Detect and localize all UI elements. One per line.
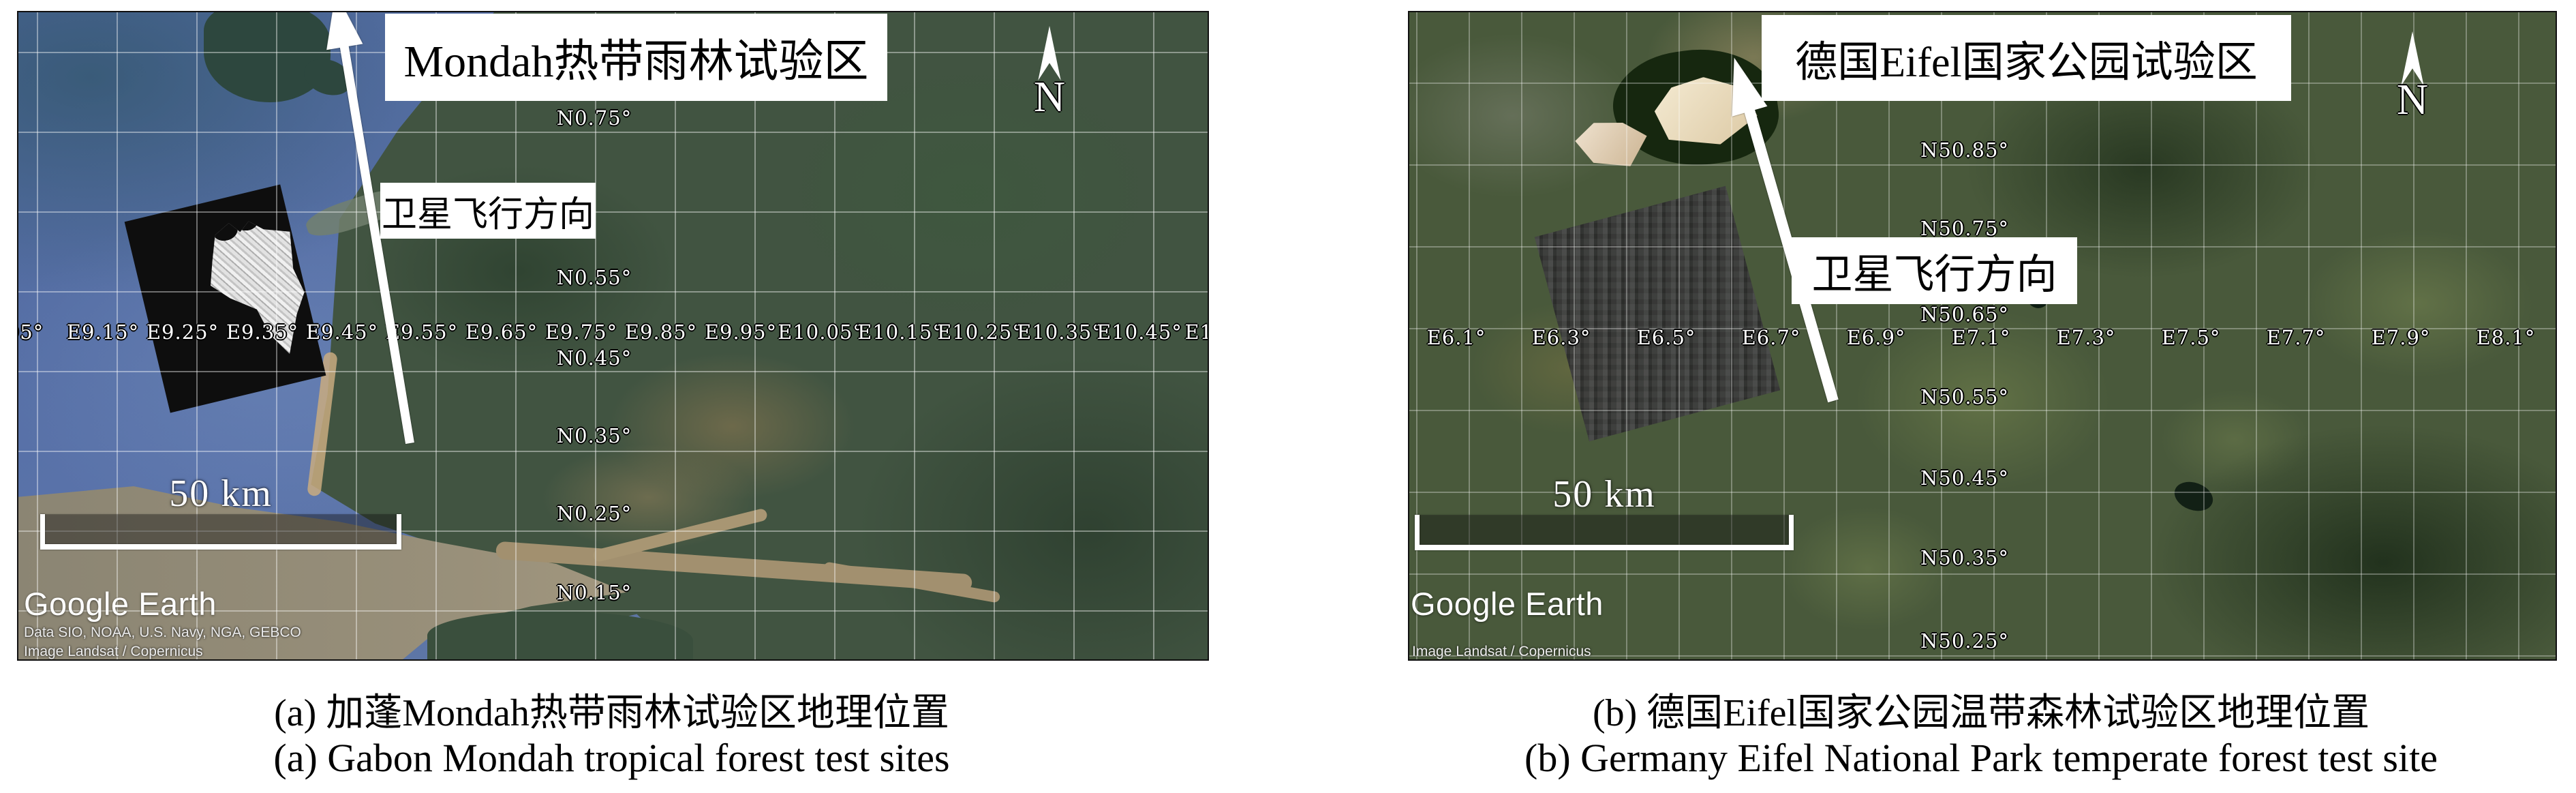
map-panel-gabon: 05° E9.15° E9.25° E9.35° E9.45° E9.55° E… (17, 11, 1209, 661)
caption-zh-eifel: (b) 德国Eifel国家公园温带森林试验区地理位置 (1592, 692, 2370, 734)
scale-bar: 50 km (40, 473, 401, 550)
lon-label: E9.45° (305, 320, 379, 344)
lon-label: E9.75° (545, 320, 618, 344)
lon-label: E7.1° (1951, 326, 2011, 349)
scale-bar: 50 km (1415, 473, 1794, 550)
attribution-line: Image Landsat / Copernicus (24, 644, 203, 659)
lat-label: N0.15° (556, 581, 632, 604)
attribution-line: Data SIO, NOAA, U.S. Navy, NGA, GEBCO (24, 625, 301, 640)
lon-label: E9.65° (465, 320, 538, 344)
lon-label: E10.35° (1017, 320, 1103, 344)
lon-label: E10 (1184, 320, 1208, 344)
lat-label: N50.85° (1920, 138, 2009, 162)
map-panel-eifel: E6.1° E6.3° E6.5° E6.7° E6.9° E7.1° E7.3… (1408, 11, 2557, 661)
land-mass (427, 611, 693, 659)
lon-label: E9.85° (624, 320, 698, 344)
lon-label: E6.1° (1426, 326, 1486, 349)
lat-label: N50.55° (1920, 385, 2009, 408)
caption-zh-gabon: (a) 加蓬Mondah热带雨林试验区地理位置 (274, 692, 949, 734)
lon-label: E9.95° (704, 320, 778, 344)
lon-label: E10.45° (1097, 320, 1182, 344)
attribution-line: Image Landsat / Copernicus (1412, 644, 1591, 659)
lon-label: E9.15° (66, 320, 140, 344)
caption-en-eifel: (b) Germany Eifel National Park temperat… (1524, 736, 2438, 780)
lon-label: 05° (18, 320, 44, 344)
caption-en-gabon: (a) Gabon Mondah tropical forest test si… (273, 736, 950, 780)
lon-label: E10.25° (937, 320, 1023, 344)
lon-label: E6.3° (1531, 326, 1591, 349)
lon-label: E6.5° (1636, 326, 1696, 349)
lon-label: E9.55° (385, 320, 459, 344)
lat-label: N0.45° (556, 346, 632, 370)
scale-label: 50 km (169, 473, 273, 515)
lat-label: N50.45° (1920, 466, 2009, 490)
lon-label: E7.9° (2371, 326, 2431, 349)
north-letter: N (1033, 72, 1066, 121)
lon-label: E7.5° (2161, 326, 2221, 349)
lon-label: E10.15° (857, 320, 943, 344)
lat-label: N0.55° (556, 266, 632, 289)
map-title-box: Mondah热带雨林试验区 (385, 14, 887, 101)
coordinate-grid (1409, 12, 2556, 659)
google-earth-logo: Google Earth (1411, 586, 1604, 622)
island-shape (204, 12, 331, 102)
north-letter: N (2396, 75, 2429, 123)
lat-label: N50.65° (1920, 303, 2009, 326)
lat-label: N0.75° (556, 106, 632, 130)
scale-label: 50 km (1552, 473, 1656, 515)
lat-label: N50.25° (1920, 629, 2009, 653)
lat-label: N0.35° (556, 424, 632, 447)
lat-label: N0.25° (556, 502, 632, 525)
lon-label: E7.7° (2266, 326, 2326, 349)
lat-label: N50.75° (1920, 217, 2009, 240)
flight-direction-label-box: 卫星飞行方向 (1792, 237, 2077, 304)
flight-direction-label-box: 卫星飞行方向 (380, 183, 596, 239)
lon-label: E6.9° (1846, 326, 1906, 349)
lon-label: E9.25° (146, 320, 219, 344)
lon-label: E9.35° (226, 320, 299, 344)
coordinate-grid (18, 12, 1208, 659)
google-earth-logo: Google Earth (24, 586, 217, 622)
lat-label: N50.35° (1920, 546, 2009, 569)
lon-label: E6.7° (1741, 326, 1801, 349)
lon-label: E10.05° (778, 320, 863, 344)
lon-label: E8.1° (2476, 326, 2536, 349)
land-mass (311, 12, 1208, 659)
map-title-box: 德国Eifel国家公园试验区 (1762, 15, 2291, 101)
lon-label: E7.3° (2056, 326, 2116, 349)
